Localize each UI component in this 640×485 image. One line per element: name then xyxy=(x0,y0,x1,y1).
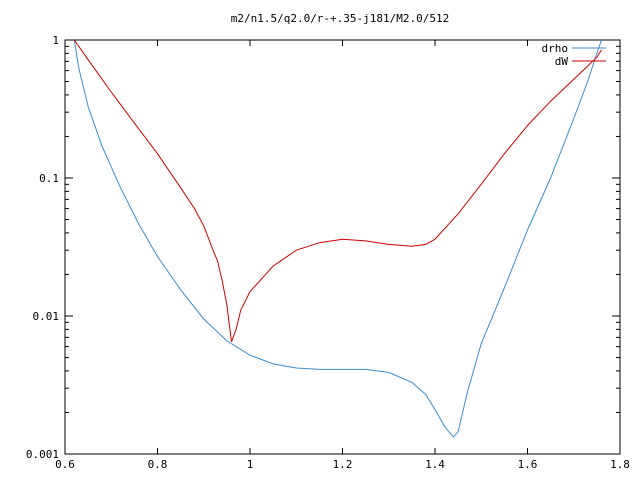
series-line-drho xyxy=(73,39,602,438)
plot-frame xyxy=(64,39,621,455)
chart-title: m2/n1.5/q2.0/r-+.35-j181/M2.0/512 xyxy=(231,12,450,25)
x-tick-label: 0.6 xyxy=(55,458,75,471)
x-tick-label: 1.2 xyxy=(333,458,353,471)
y-tick-label: 1 xyxy=(52,34,59,47)
legend-label-dW: dW xyxy=(555,55,569,68)
y-tick-label: 0.1 xyxy=(39,172,59,185)
x-tick-label: 1 xyxy=(247,458,254,471)
legend-label-drho: drho xyxy=(542,42,569,55)
legend: drho dW xyxy=(542,42,606,68)
series-line-dW xyxy=(73,39,602,342)
y-tick-label: 0.01 xyxy=(33,310,60,323)
y-tick-label: 0.001 xyxy=(26,448,59,461)
x-tick-label: 1.4 xyxy=(425,458,445,471)
x-tick-label: 1.6 xyxy=(518,458,538,471)
series-layer xyxy=(73,39,602,438)
x-tick-label: 1.8 xyxy=(610,458,630,471)
x-tick-label: 0.8 xyxy=(148,458,168,471)
axes: 0.6 0.8 1 1.2 1.4 1.6 1.8 1 0.1 0.01 0.001 xyxy=(26,34,630,471)
